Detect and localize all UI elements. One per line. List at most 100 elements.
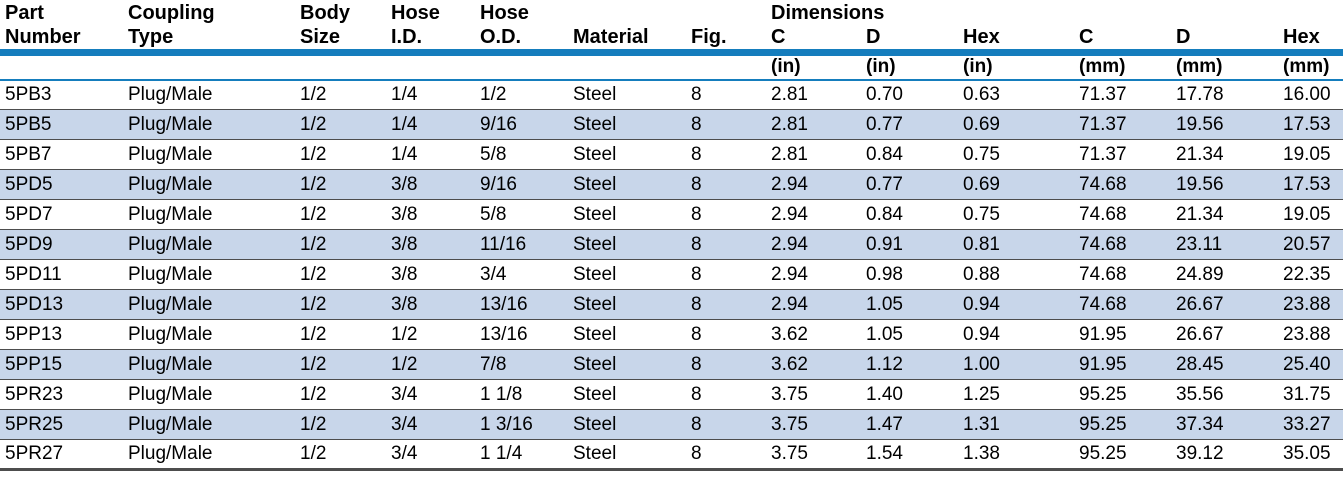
table-row: 5PD5 Plug/Male 1/2 3/8 9/16 Steel 8 2.94 0.77 0.6… bbox=[0, 169, 1343, 200]
column-header: Fig. bbox=[686, 26, 766, 56]
column-header: Hex bbox=[958, 26, 1074, 56]
column-header: O.D. bbox=[475, 26, 568, 56]
column-header: Number bbox=[0, 26, 123, 56]
table-cell: 8 bbox=[686, 109, 766, 140]
table-cell: Plug/Male bbox=[123, 379, 295, 410]
table-cell: 19.56 bbox=[1171, 109, 1278, 140]
table-cell: 21.34 bbox=[1171, 139, 1278, 170]
table-cell: Steel bbox=[568, 139, 686, 170]
table-cell: 33.27 bbox=[1278, 409, 1343, 440]
table-cell: 8 bbox=[686, 439, 766, 471]
table-cell: 17.78 bbox=[1171, 79, 1278, 110]
column-header-top: Part bbox=[5, 2, 44, 24]
table-cell: 17.53 bbox=[1278, 169, 1343, 200]
table-cell: Steel bbox=[568, 109, 686, 140]
table-cell: 1/2 bbox=[295, 409, 386, 440]
table-cell: 37.34 bbox=[1171, 409, 1278, 440]
part-number-cell: 5PP15 bbox=[0, 349, 123, 380]
units-cell: (in) bbox=[861, 52, 958, 81]
table-cell: 2.94 bbox=[766, 199, 861, 230]
table-row: 5PD9 Plug/Male 1/2 3/8 11/16 Steel 8 2.94 0.91 0.… bbox=[0, 229, 1343, 260]
table-cell: Plug/Male bbox=[123, 289, 295, 320]
table-cell: 3/8 bbox=[386, 289, 475, 320]
units-row: (in) (in) (in) (mm) (mm) (mm) bbox=[0, 52, 1343, 81]
table-cell: Plug/Male bbox=[123, 409, 295, 440]
table-cell: 19.05 bbox=[1278, 199, 1343, 230]
table-cell: 2.81 bbox=[766, 139, 861, 170]
units-cell: (in) bbox=[958, 52, 1074, 81]
table-cell: 3/8 bbox=[386, 199, 475, 230]
units-cell: (in) bbox=[766, 52, 861, 81]
table-cell: 26.67 bbox=[1171, 319, 1278, 350]
table-cell: 26.67 bbox=[1171, 289, 1278, 320]
column-header: D bbox=[1171, 26, 1278, 56]
table-cell: 1/2 bbox=[386, 319, 475, 350]
table-cell: 8 bbox=[686, 199, 766, 230]
table-cell: 13/16 bbox=[475, 289, 568, 320]
table-cell: Plug/Male bbox=[123, 229, 295, 260]
column-header: I.D. bbox=[386, 26, 475, 56]
table-cell: Plug/Male bbox=[123, 439, 295, 471]
units-cell bbox=[686, 52, 766, 81]
part-number-cell: 5PD11 bbox=[0, 259, 123, 290]
table-cell: 0.81 bbox=[958, 229, 1074, 260]
table-cell: 22.35 bbox=[1278, 259, 1343, 290]
table-cell: 39.12 bbox=[1171, 439, 1278, 471]
part-number-cell: 5PB7 bbox=[0, 139, 123, 170]
table-cell: Steel bbox=[568, 439, 686, 471]
table-cell: 8 bbox=[686, 169, 766, 200]
table-cell: Plug/Male bbox=[123, 79, 295, 110]
table-cell: 8 bbox=[686, 139, 766, 170]
table-cell: 9/16 bbox=[475, 109, 568, 140]
table-cell: 1/2 bbox=[295, 139, 386, 170]
table-cell: 0.75 bbox=[958, 139, 1074, 170]
table-cell: 74.68 bbox=[1074, 229, 1171, 260]
part-number-cell: 5PD13 bbox=[0, 289, 123, 320]
table-cell: 3/8 bbox=[386, 169, 475, 200]
table-cell: 0.84 bbox=[861, 139, 958, 170]
table-cell: 74.68 bbox=[1074, 259, 1171, 290]
table-cell: 1.00 bbox=[958, 349, 1074, 380]
table-cell: 1.25 bbox=[958, 379, 1074, 410]
table-row: 5PD13 Plug/Male 1/2 3/8 13/16 Steel 8 2.94 1.05 0… bbox=[0, 289, 1343, 320]
table-cell: 19.56 bbox=[1171, 169, 1278, 200]
part-number-cell: 5PR25 bbox=[0, 409, 123, 440]
table-cell: 0.98 bbox=[861, 259, 958, 290]
table-cell: 0.69 bbox=[958, 109, 1074, 140]
table-cell: 17.53 bbox=[1278, 109, 1343, 140]
table-cell: 3/4 bbox=[475, 259, 568, 290]
table-cell: 0.69 bbox=[958, 169, 1074, 200]
table-cell: 16.00 bbox=[1278, 79, 1343, 110]
units-cell: (mm) bbox=[1278, 52, 1343, 81]
table-cell: 7/8 bbox=[475, 349, 568, 380]
table-cell: 71.37 bbox=[1074, 139, 1171, 170]
part-number-cell: 5PP13 bbox=[0, 319, 123, 350]
part-number-cell: 5PD7 bbox=[0, 199, 123, 230]
table-cell: 1/2 bbox=[295, 109, 386, 140]
column-header-top bbox=[568, 0, 686, 26]
column-header: Size bbox=[295, 26, 386, 56]
column-header-top: Hose bbox=[391, 2, 440, 24]
header-row-2: Number Type Size I.D. O.D. Material Fig. C D Hex C… bbox=[0, 26, 1343, 56]
table-cell: 74.68 bbox=[1074, 199, 1171, 230]
table-cell: 1.31 bbox=[958, 409, 1074, 440]
table-cell: 0.77 bbox=[861, 169, 958, 200]
table-cell: 5/8 bbox=[475, 139, 568, 170]
table-cell: 1/2 bbox=[295, 439, 386, 471]
table-cell: 8 bbox=[686, 289, 766, 320]
table-row: 5PR23 Plug/Male 1/2 3/4 1 1/8 Steel 8 3.75 1.40 1… bbox=[0, 379, 1343, 410]
table-row: 5PR27 Plug/Male 1/2 3/4 1 1/4 Steel 8 3.75 1.54 1… bbox=[0, 439, 1343, 471]
table-cell: 8 bbox=[686, 409, 766, 440]
table-cell: 8 bbox=[686, 259, 766, 290]
table-cell: 8 bbox=[686, 349, 766, 380]
table-cell: 21.34 bbox=[1171, 199, 1278, 230]
table-cell: Plug/Male bbox=[123, 169, 295, 200]
dimensions-group-header: Dimensions bbox=[771, 2, 885, 24]
table-cell: 13/16 bbox=[475, 319, 568, 350]
table-cell: 11/16 bbox=[475, 229, 568, 260]
table-cell: Plug/Male bbox=[123, 319, 295, 350]
units-cell bbox=[386, 52, 475, 81]
table-cell: 3.62 bbox=[766, 319, 861, 350]
table-cell: Steel bbox=[568, 379, 686, 410]
table-cell: Plug/Male bbox=[123, 109, 295, 140]
